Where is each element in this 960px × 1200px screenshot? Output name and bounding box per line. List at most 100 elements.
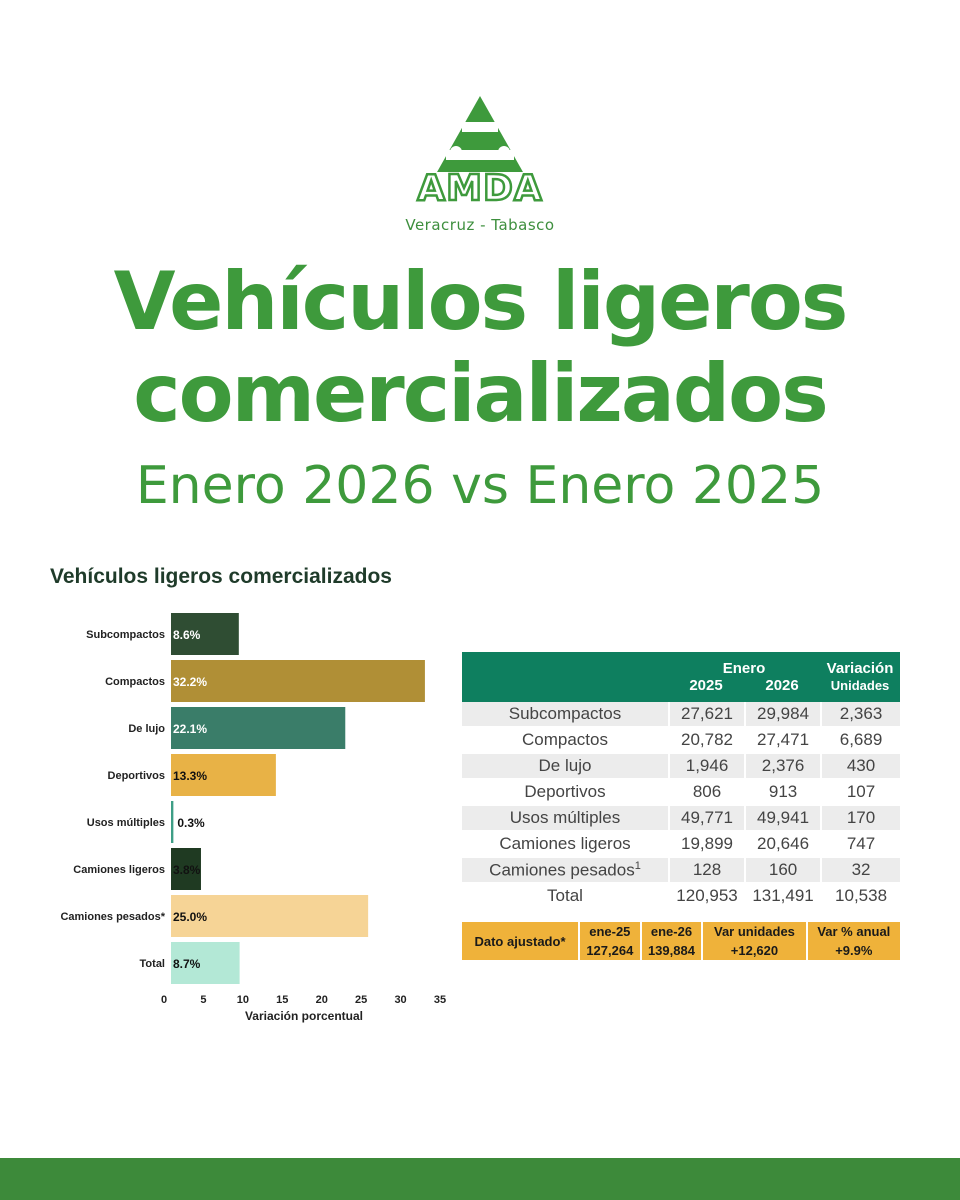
header-variacion: Variación [820, 652, 900, 677]
row-2026: 20,646 [744, 832, 821, 858]
category-label: Camiones pesados* [60, 911, 165, 923]
adjusted-data-row: Dato ajustado* ene-25 ene-26 Var unidade… [462, 922, 900, 960]
row-2026: 160 [744, 858, 821, 884]
row-2026: 29,984 [744, 702, 821, 728]
table-row: Usos múltiples 49,771 49,941 170 [462, 806, 900, 832]
row-variation: 10,538 [820, 884, 900, 910]
bar [171, 707, 346, 749]
data-label: 25.0% [173, 910, 207, 924]
table-row: Total 120,953 131,491 10,538 [462, 884, 900, 910]
bar [171, 613, 239, 655]
region-label: Veracruz - Tabasco [405, 216, 555, 234]
adjusted-c2-top: ene-26 [639, 922, 702, 941]
table-row: Camiones ligeros 19,899 20,646 747 [462, 832, 900, 858]
bar [171, 895, 369, 937]
header-unidades: Unidades [820, 677, 900, 702]
adjusted-c3-top: Var unidades [701, 922, 806, 941]
x-tick-label: 10 [237, 994, 249, 1006]
bar [171, 660, 425, 702]
data-label: 3.8% [173, 863, 201, 877]
row-2025: 120,953 [668, 884, 745, 910]
row-variation: 107 [820, 780, 900, 806]
row-2025: 19,899 [668, 832, 745, 858]
data-label: 13.3% [173, 769, 207, 783]
category-label: Camiones ligeros [73, 864, 165, 876]
bar [171, 848, 201, 890]
row-2025: 128 [668, 858, 745, 884]
x-tick-label: 15 [276, 994, 288, 1006]
row-2026: 27,471 [744, 728, 821, 754]
sales-table-container: Enero Variación 2025 2026 Unidades Subco… [462, 652, 900, 960]
adjusted-label: Dato ajustado* [462, 922, 578, 960]
data-label: 8.6% [173, 628, 201, 642]
x-tick-label: 0 [161, 994, 167, 1006]
data-label: 32.2% [173, 675, 207, 689]
data-label: 22.1% [173, 722, 207, 736]
row-variation: 170 [820, 806, 900, 832]
row-variation: 2,363 [820, 702, 900, 728]
category-label: Subcompactos [86, 629, 165, 641]
row-variation: 430 [820, 754, 900, 780]
row-2025: 27,621 [668, 702, 745, 728]
table-body: Subcompactos 27,621 29,984 2,363 Compactos 20… [462, 702, 900, 910]
table-header-row-bottom: 2025 2026 Unidades [462, 677, 900, 702]
row-label-footnote: 1 [634, 859, 641, 872]
row-2025: 806 [668, 780, 745, 806]
adjusted-c4-bottom: +9.9% [805, 941, 900, 960]
row-2025: 20,782 [668, 728, 745, 754]
table-row: Compactos 20,782 27,471 6,689 [462, 728, 900, 754]
adjusted-c4-top: Var % anual [805, 922, 900, 941]
table-row: De lujo 1,946 2,376 430 [462, 754, 900, 780]
page-title-line-1: Vehículos ligeros [113, 255, 849, 348]
x-tick-label: 5 [200, 994, 206, 1006]
data-label: 0.3% [177, 816, 205, 830]
x-tick-label: 25 [355, 994, 367, 1006]
bar [171, 942, 240, 984]
row-variation: 6,689 [820, 728, 900, 754]
row-label: Total [462, 884, 668, 910]
table-row: Camiones pesados1 128 160 32 [462, 858, 900, 884]
page-title-line-2: comercializados [133, 347, 829, 440]
row-label-text: Camiones pesados [489, 860, 635, 880]
row-2025: 49,771 [668, 806, 745, 832]
x-tick-label: 20 [316, 994, 328, 1006]
row-2026: 49,941 [744, 806, 821, 832]
data-label: 8.7% [173, 957, 201, 971]
x-tick-label: 30 [394, 994, 406, 1006]
amda-logo: AMDA [410, 96, 550, 210]
row-label: Subcompactos [462, 702, 668, 728]
row-label: Compactos [462, 728, 668, 754]
sales-table: Enero Variación 2025 2026 Unidades Subco… [462, 652, 900, 910]
category-label: Deportivos [108, 770, 165, 782]
x-tick-label: 35 [434, 994, 446, 1006]
adjusted-c3-bottom: +12,620 [701, 941, 806, 960]
category-label: De lujo [128, 723, 165, 735]
header-enero: Enero [668, 652, 821, 677]
row-label: Camiones ligeros [462, 832, 668, 858]
footer-bar [0, 1158, 960, 1200]
header-2026: 2026 [744, 677, 821, 702]
table-row: Subcompactos 27,621 29,984 2,363 [462, 702, 900, 728]
adjusted-c2-bottom: 139,884 [639, 941, 702, 960]
row-2026: 913 [744, 780, 821, 806]
row-label: De lujo [462, 754, 668, 780]
x-axis-label: Variación porcentual [245, 1009, 363, 1023]
table-header-row-top: Enero Variación [462, 652, 900, 702]
bar [171, 801, 174, 843]
bar-chart: Subcompactos 8.6% Compactos 32.2% De lujo 22.… [60, 613, 446, 1023]
category-label: Compactos [105, 676, 165, 688]
header-2025: 2025 [668, 677, 745, 702]
adjusted-c1-bottom: 127,264 [578, 941, 640, 960]
row-2026: 131,491 [744, 884, 821, 910]
adjusted-c1-top: ene-25 [578, 922, 640, 941]
row-2025: 1,946 [668, 754, 745, 780]
row-variation: 32 [820, 858, 900, 884]
logo-text: AMDA [417, 168, 542, 209]
bar [171, 754, 276, 796]
row-2026: 2,376 [744, 754, 821, 780]
category-label: Usos múltiples [87, 817, 165, 829]
row-label: Usos múltiples [462, 806, 668, 832]
header-blank [462, 652, 668, 702]
page-subtitle: Enero 2026 vs Enero 2025 [135, 456, 825, 516]
table-row: Deportivos 806 913 107 [462, 780, 900, 806]
